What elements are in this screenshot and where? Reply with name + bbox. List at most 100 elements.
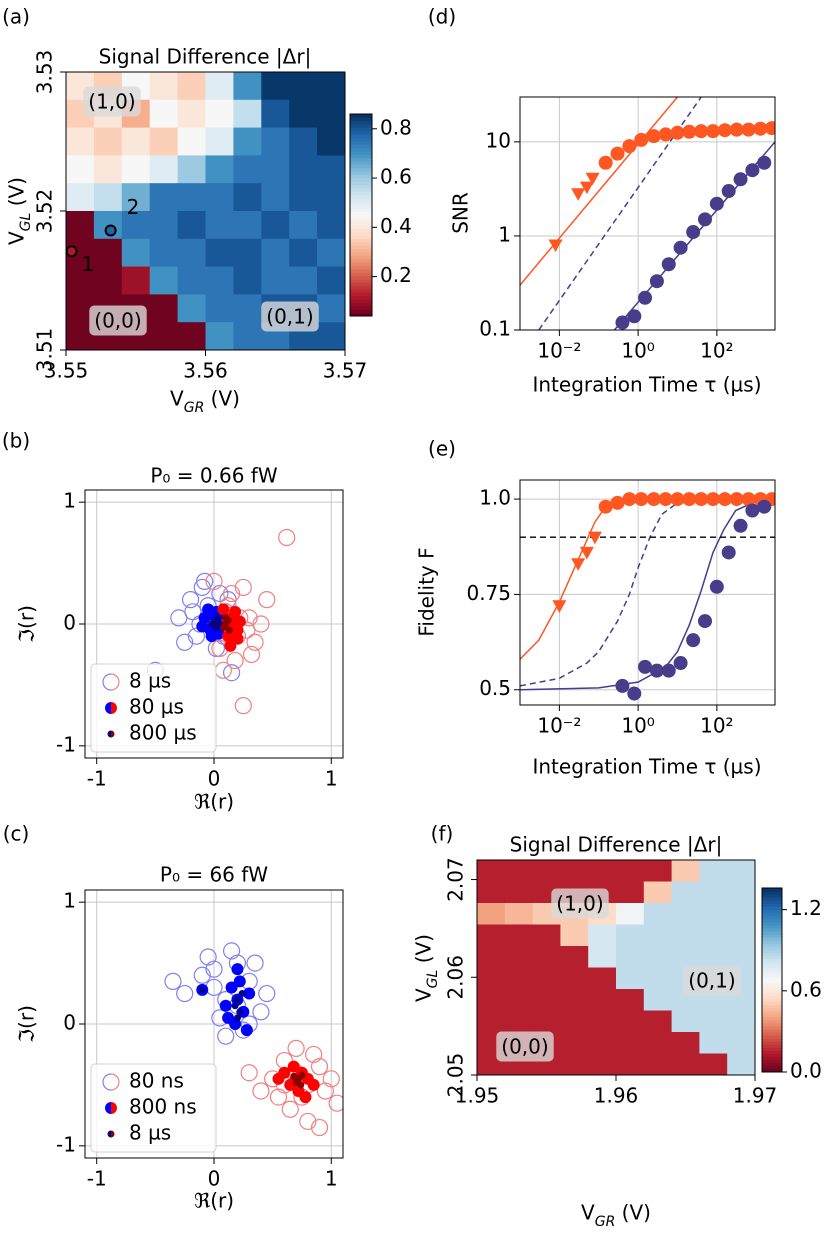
marker — [238, 990, 246, 998]
y-axis-label: ℑ(r) — [15, 605, 39, 643]
open-marker — [287, 1039, 305, 1057]
open-marker — [310, 1058, 329, 1076]
marker — [673, 656, 688, 671]
marker — [764, 121, 775, 136]
colorbar-stripe — [762, 934, 782, 938]
heatmap-cell — [177, 155, 207, 184]
colorbar-stripe — [350, 154, 372, 159]
marker — [686, 633, 701, 648]
heatmap-cell — [616, 989, 645, 1012]
marker — [706, 492, 721, 507]
heatmap-cell — [560, 946, 589, 969]
marker — [649, 663, 664, 678]
x-tick-label: 1 — [325, 767, 338, 791]
colorbar-stripe — [762, 912, 782, 917]
open-marker — [170, 609, 188, 627]
colorbar-stripe — [762, 967, 782, 972]
heatmap-cell — [121, 211, 151, 240]
y-tick-label: -1 — [56, 732, 76, 756]
colorbar-stripe — [350, 231, 372, 236]
marker — [222, 614, 230, 622]
colorbar-stripe — [762, 976, 782, 981]
colorbar-stripe — [350, 252, 372, 256]
colorbar-stripe — [350, 221, 372, 226]
marker — [741, 492, 756, 507]
heatmap-cell — [504, 967, 534, 990]
colorbar-stripe — [350, 278, 372, 283]
marker — [753, 121, 768, 136]
heatmap-cell — [671, 1032, 700, 1055]
heatmap-cell — [643, 1010, 673, 1033]
marker — [615, 315, 630, 330]
heatmap-cell — [261, 99, 290, 129]
colorbar-stripe — [762, 891, 782, 895]
heatmap-cell — [261, 155, 290, 184]
colorbar-stripe — [762, 1032, 782, 1036]
colorbar-stripe — [350, 295, 372, 300]
heatmap-cell — [616, 1010, 645, 1033]
colorbar-stripe — [350, 198, 372, 203]
open-marker — [181, 591, 200, 609]
heatmap-cell — [317, 127, 345, 156]
heatmap-cell — [643, 1032, 673, 1055]
colorbar-stripe — [762, 964, 782, 969]
x-axis-label: ℜ(r) — [194, 1189, 234, 1213]
heatmap-cell — [532, 924, 561, 947]
colorbar-stripe — [762, 986, 782, 990]
panel-label: (b) — [2, 429, 30, 453]
heatmap-cell — [66, 127, 95, 156]
colorbar-stripe — [762, 952, 782, 956]
heatmap-cell — [532, 946, 561, 969]
plot-area — [85, 890, 343, 1158]
heatmap-cell — [149, 266, 179, 295]
heatmap-cell — [289, 72, 318, 101]
marker — [682, 124, 697, 139]
heatmap-cell — [149, 294, 179, 323]
point-marker — [104, 224, 117, 237]
triangle-marker — [548, 239, 563, 253]
open-marker — [176, 984, 194, 1003]
annotation: (0,1) — [688, 969, 735, 993]
colorbar-stripe — [762, 921, 782, 926]
heatmap-cell — [289, 155, 318, 184]
heatmap-cell — [477, 860, 506, 883]
heatmap-cell — [699, 881, 728, 904]
heatmap-cell — [616, 860, 645, 883]
heatmap-cell — [205, 322, 234, 350]
heatmap-cell — [261, 72, 290, 101]
heatmap-cell — [233, 127, 262, 156]
colorbar-stripe — [350, 171, 372, 176]
marker — [225, 626, 233, 634]
heatmap-cell — [477, 903, 506, 926]
legend-frame — [90, 663, 217, 753]
heatmap-cell — [477, 1010, 506, 1033]
marker — [198, 986, 206, 994]
marker — [208, 620, 216, 628]
legend-label: 80 µs — [129, 695, 184, 719]
open-marker — [316, 1082, 335, 1100]
annotation-box — [89, 305, 147, 336]
heatmap-cell — [671, 903, 700, 926]
x-tick-label: 3.56 — [183, 359, 228, 383]
plot-area — [85, 490, 343, 758]
colorbar-stripe — [350, 258, 372, 263]
colorbar-stripe — [350, 248, 372, 253]
y-tick-label: 3.53 — [33, 50, 57, 95]
heatmap-cell — [233, 322, 262, 350]
heatmap-cell — [699, 903, 728, 926]
legend-label: 800 ns — [129, 1095, 197, 1119]
heatmap-cell — [727, 1053, 755, 1075]
heatmap-cell — [616, 1053, 645, 1075]
marker — [686, 225, 701, 240]
heatmap-cell — [317, 266, 345, 295]
open-marker — [281, 1100, 299, 1118]
marker — [610, 146, 625, 161]
marker — [694, 124, 709, 139]
heatmap-cell — [532, 967, 561, 990]
x-axis-label: VGR (V) — [170, 387, 240, 417]
legend-marker — [111, 730, 115, 738]
heatmap-cell — [699, 1032, 728, 1055]
colorbar-stripe — [350, 140, 372, 145]
marker — [717, 492, 732, 507]
colorbar-stripe — [350, 137, 372, 142]
